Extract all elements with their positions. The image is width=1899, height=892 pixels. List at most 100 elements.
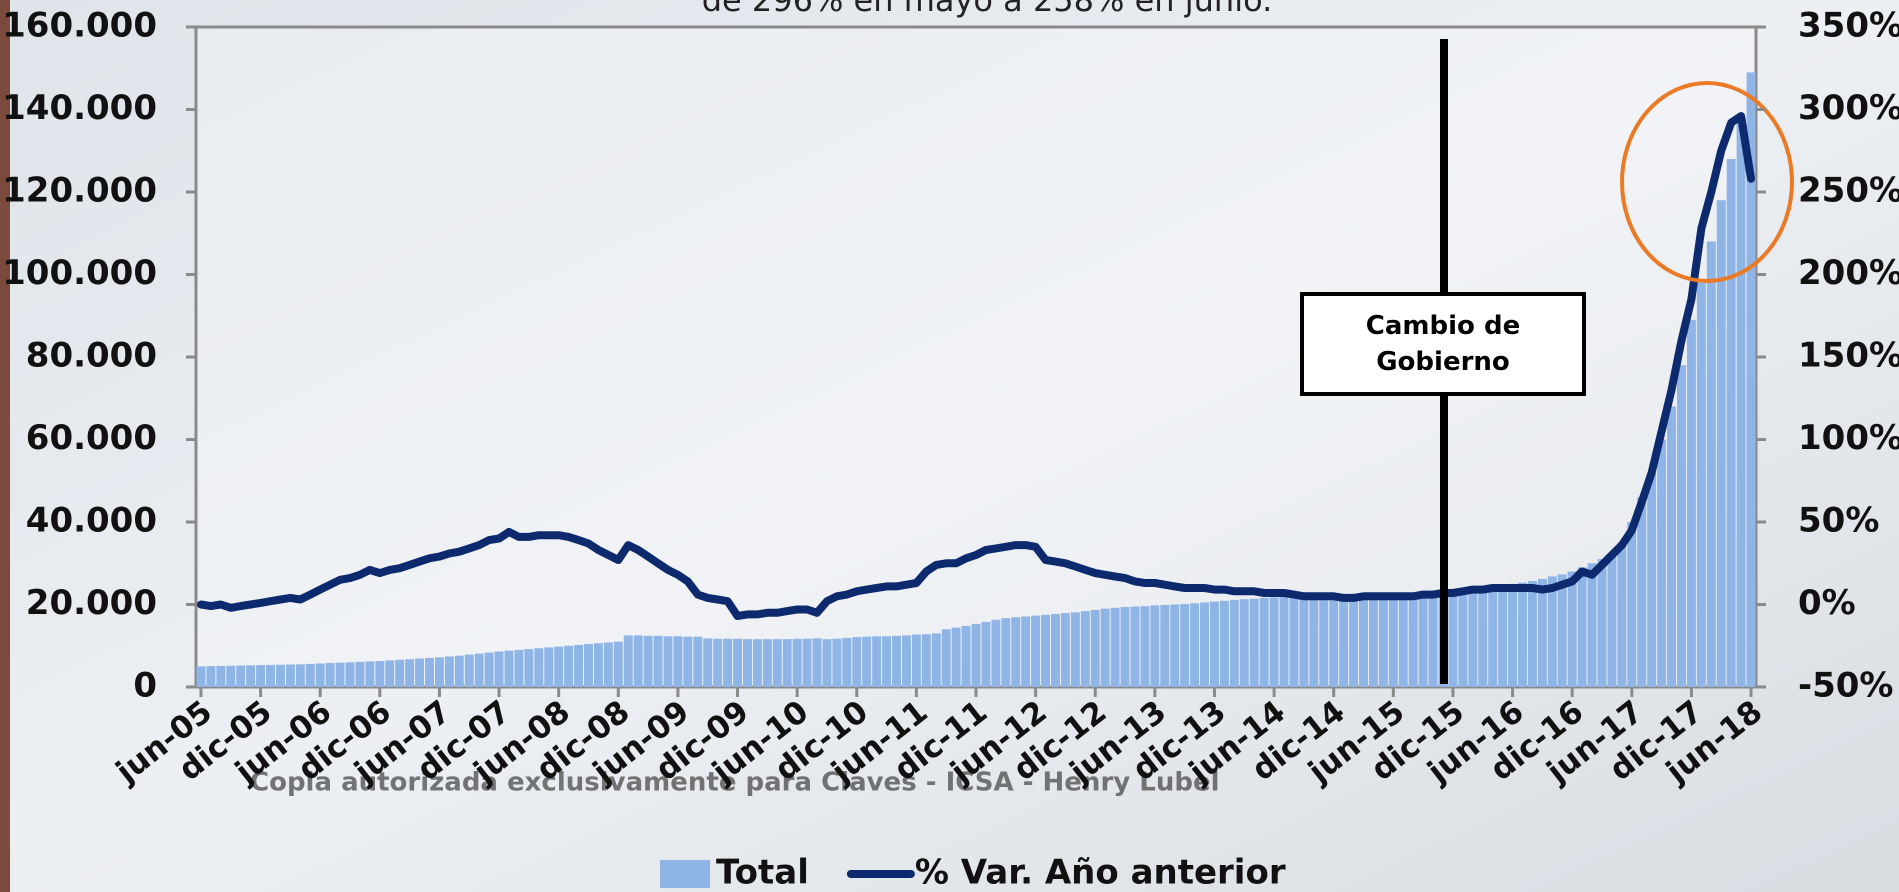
bar [1667, 406, 1677, 687]
bar [1130, 606, 1140, 687]
annotation-holder: Cambio de Gobierno [1365, 311, 1521, 377]
annotation: Cambio de Gobierno [1365, 311, 1521, 377]
bar [1736, 117, 1746, 687]
bar [673, 636, 683, 687]
y2-tick-label: 350% [1798, 6, 1899, 46]
bar [1309, 596, 1319, 687]
bar [1627, 522, 1637, 687]
watermark: Copia autorizada exclusivamente para Cla… [250, 768, 1220, 798]
bar [524, 649, 534, 687]
bar [852, 637, 862, 687]
bar [444, 656, 454, 687]
y2-tick-label: 200% [1798, 253, 1899, 293]
bar [723, 638, 733, 687]
bar [1269, 597, 1279, 687]
bar [425, 657, 434, 687]
bar [1587, 563, 1597, 687]
bar [1537, 578, 1547, 687]
bar [1190, 603, 1200, 687]
bar [1567, 571, 1577, 687]
bar [1696, 282, 1706, 687]
bar [1478, 588, 1488, 687]
bar [335, 662, 345, 687]
y-tick-label: 80.000 [26, 336, 157, 376]
y-tick-label: 0 [133, 666, 157, 706]
bar [246, 665, 256, 687]
bar [1637, 497, 1647, 687]
bar [504, 650, 514, 687]
bar [315, 663, 325, 687]
bar [653, 635, 663, 687]
bar [494, 651, 504, 687]
line [197, 112, 1755, 620]
bar [365, 661, 375, 687]
bar [574, 644, 584, 687]
y2-tick-label: -50% [1798, 666, 1894, 706]
bar [1448, 592, 1458, 687]
bar [395, 659, 405, 687]
bar [752, 639, 762, 687]
bar [1001, 618, 1011, 687]
bar [1508, 583, 1518, 687]
bar [385, 660, 395, 687]
bar [196, 666, 206, 687]
bar [226, 665, 236, 687]
bar [474, 653, 484, 687]
bar [1597, 559, 1607, 687]
bar [683, 636, 693, 687]
y-tick-label: 160.000 [2, 6, 157, 46]
bar [554, 646, 564, 687]
bar [434, 657, 444, 687]
bar [1329, 596, 1339, 687]
bar [1060, 613, 1070, 687]
bar [782, 639, 792, 687]
bar [822, 639, 832, 687]
y2-tick-label: 250% [1798, 171, 1899, 211]
bar [1378, 596, 1388, 687]
bar [772, 639, 782, 687]
bar [971, 623, 981, 687]
bar [981, 621, 991, 687]
annotation-box [1300, 292, 1586, 396]
bar [1617, 542, 1627, 687]
bar [832, 638, 842, 687]
bar [1716, 200, 1726, 687]
bar [1726, 159, 1736, 687]
bar [1110, 607, 1120, 687]
bar [961, 625, 971, 687]
bar [216, 665, 226, 687]
bar [1388, 595, 1398, 687]
bar [1607, 555, 1617, 687]
bar [643, 635, 653, 687]
y2-tick-label: 50% [1798, 501, 1879, 541]
bar [762, 639, 772, 687]
bar [713, 638, 723, 687]
bar [1527, 580, 1537, 687]
bar [842, 637, 852, 687]
bar [1210, 601, 1219, 687]
bar [1299, 596, 1309, 687]
bar [812, 638, 822, 687]
bar [802, 638, 812, 687]
bar [1021, 616, 1031, 687]
highlight-ellipse [1620, 81, 1794, 283]
bar [1100, 608, 1110, 687]
bar [693, 636, 703, 687]
bar [584, 644, 593, 687]
bar [534, 648, 544, 687]
bar [454, 655, 464, 687]
y-tick-label: 40.000 [26, 501, 157, 541]
bar [733, 638, 742, 687]
bar [1518, 582, 1527, 687]
legend-label: Total [716, 853, 809, 892]
bar [564, 645, 574, 687]
bar [256, 665, 266, 687]
bar [1677, 365, 1686, 687]
bar [345, 662, 355, 687]
bar [464, 654, 474, 687]
bar [1368, 596, 1378, 687]
bar [1339, 596, 1349, 687]
bar [415, 658, 425, 687]
bar [1547, 576, 1557, 687]
bar [1498, 585, 1508, 687]
